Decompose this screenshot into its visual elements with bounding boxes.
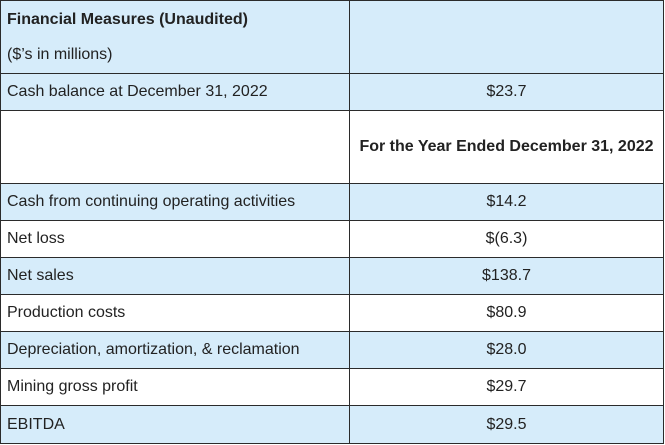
row-label: Net sales (0, 257, 350, 295)
row-value: $29.5 (349, 405, 664, 444)
row-label: Net loss (0, 220, 350, 258)
period-header: For the Year Ended December 31, 2022 (349, 110, 664, 184)
period-empty-cell (0, 110, 350, 184)
header-cell: Financial Measures (Unaudited) ($’s in m… (0, 0, 350, 74)
table-title: Financial Measures (Unaudited) (7, 11, 248, 28)
cash-balance-row: Cash balance at December 31, 2022 $23.7 (0, 73, 664, 111)
period-header-row: For the Year Ended December 31, 2022 (0, 110, 664, 184)
row-label: Depreciation, amortization, & reclamatio… (0, 331, 350, 369)
row-value: $14.2 (349, 183, 664, 221)
row-value: $28.0 (349, 331, 664, 369)
row-label: Production costs (0, 294, 350, 332)
table-row: Mining gross profit $29.7 (0, 368, 664, 406)
header-empty-cell (349, 0, 664, 74)
table-row: Cash from continuing operating activitie… (0, 183, 664, 221)
row-label: EBITDA (0, 405, 350, 444)
row-value: $29.7 (349, 368, 664, 406)
table-row: EBITDA $29.5 (0, 405, 664, 444)
table-header-row: Financial Measures (Unaudited) ($’s in m… (0, 0, 664, 74)
table-row: Production costs $80.9 (0, 294, 664, 332)
row-label: Mining gross profit (0, 368, 350, 406)
row-value: $138.7 (349, 257, 664, 295)
table-row: Depreciation, amortization, & reclamatio… (0, 331, 664, 369)
row-value: $(6.3) (349, 220, 664, 258)
row-label: Cash from continuing operating activitie… (0, 183, 350, 221)
table-row: Net loss $(6.3) (0, 220, 664, 258)
row-value: $80.9 (349, 294, 664, 332)
table-subtitle: ($’s in millions) (7, 46, 113, 63)
row-label: Cash balance at December 31, 2022 (0, 73, 350, 111)
row-value: $23.7 (349, 73, 664, 111)
table-row: Net sales $138.7 (0, 257, 664, 295)
